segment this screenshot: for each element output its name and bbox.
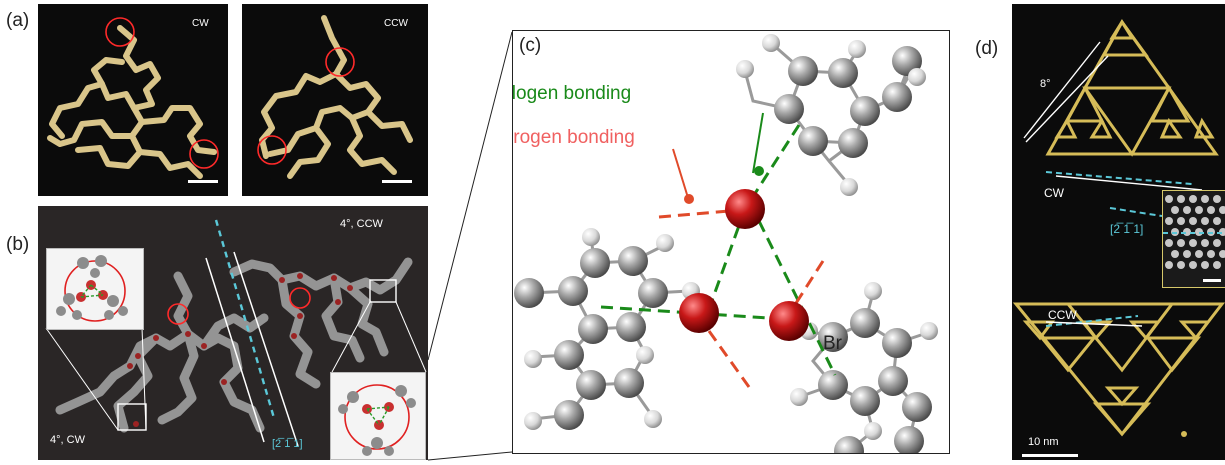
cw-label-d: CW bbox=[1044, 186, 1064, 200]
molecular-model-panel: 4°, CCW 4°, CW [2̅ 1̅ 1] bbox=[38, 206, 428, 460]
inset-ccw-node bbox=[330, 372, 426, 460]
ccw-label-d: CCW bbox=[1048, 308, 1077, 322]
halogen-bonding-label: (1) Halogen bonding bbox=[512, 83, 632, 104]
scale-bar-label: 10 nm bbox=[1028, 436, 1059, 448]
stm-image-cw: CW bbox=[38, 4, 228, 196]
angle-label: 8° bbox=[1040, 78, 1051, 90]
tag-4deg-cw: 4°, CW bbox=[50, 434, 85, 446]
panel-label-d: (d) bbox=[975, 38, 999, 59]
tag-4deg-ccw: 4°, CCW bbox=[340, 218, 383, 230]
cw-tag: CW bbox=[192, 18, 209, 29]
direction-label-b: [2̅ 1̅ 1] bbox=[272, 438, 303, 450]
bonding-diagram: (c) (1) Halogen bonding (2) Hydrogen bon… bbox=[512, 30, 950, 454]
panel-label-a: (a) bbox=[6, 10, 30, 31]
zoom-connector bbox=[427, 31, 513, 461]
panel-label-c: (c) bbox=[519, 35, 542, 56]
ccw-tag: CCW bbox=[384, 18, 408, 29]
bromine-label: Br bbox=[823, 333, 842, 354]
direction-label-d: [2̅ 1̅ 1] bbox=[1110, 222, 1144, 236]
panel-label-b: (b) bbox=[6, 234, 30, 255]
inset-cw-node bbox=[46, 248, 144, 330]
lattice-inset bbox=[1162, 190, 1225, 288]
stm-image-ccw: CCW bbox=[242, 4, 428, 196]
sierpinski-stm-image: 8° CW [2̅ 1̅ 1] CCW 10 nm bbox=[1012, 4, 1225, 460]
hydrogen-bonding-label: (2) Hydrogen bonding bbox=[513, 127, 635, 148]
